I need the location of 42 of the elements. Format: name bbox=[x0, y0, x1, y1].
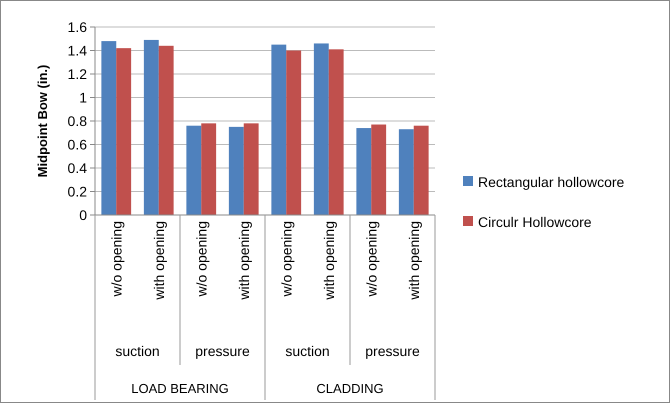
bar bbox=[398, 129, 414, 215]
y-tick-label: 0 bbox=[79, 206, 88, 223]
x-tick-label: with opening bbox=[236, 221, 252, 301]
text: pressure bbox=[195, 343, 250, 359]
x-tick-label: w/o opening bbox=[108, 221, 124, 298]
y-tick-label: 1.6 bbox=[68, 18, 88, 35]
bar bbox=[116, 48, 132, 215]
bar bbox=[271, 44, 286, 215]
bar bbox=[286, 50, 302, 215]
bar bbox=[244, 123, 259, 215]
y-tick-label: 0.6 bbox=[68, 136, 88, 152]
legend-label: Circulr Hollowcore bbox=[478, 214, 592, 230]
bar bbox=[201, 123, 216, 215]
y-axis-title: Midpoint Bow (in.) bbox=[35, 64, 50, 178]
y-tick-label: 0.2 bbox=[68, 183, 88, 200]
bar bbox=[186, 126, 202, 215]
text: suction bbox=[115, 343, 160, 359]
x-tick-label: with opening bbox=[406, 221, 422, 301]
legend-label: Rectangular hollowcore bbox=[478, 174, 625, 190]
bar bbox=[371, 124, 386, 215]
y-tick-label: 0.8 bbox=[68, 112, 88, 129]
x-tick-label: w/o opening bbox=[278, 221, 294, 298]
y-tick-label: 0.4 bbox=[68, 160, 88, 176]
bar bbox=[356, 128, 372, 215]
y-tick-label: 1 bbox=[79, 89, 88, 106]
bar bbox=[101, 41, 116, 215]
bar bbox=[328, 49, 344, 215]
text: CLADDING bbox=[316, 381, 384, 396]
x-tick-label: with opening bbox=[320, 221, 337, 301]
y-tick-label: 1.4 bbox=[68, 42, 88, 58]
bar bbox=[144, 40, 159, 215]
x-tick-label: w/o opening bbox=[363, 221, 380, 298]
x-tick-label: with opening bbox=[150, 221, 167, 301]
text: pressure bbox=[365, 343, 420, 359]
bar bbox=[158, 46, 174, 215]
text: LOAD BEARING bbox=[131, 381, 229, 396]
x-tick-label: w/o opening bbox=[193, 221, 210, 298]
text: suction bbox=[285, 343, 330, 359]
bar bbox=[314, 43, 329, 215]
y-tick-label: 1.2 bbox=[68, 66, 88, 82]
bar bbox=[228, 126, 244, 215]
bar bbox=[414, 126, 429, 215]
